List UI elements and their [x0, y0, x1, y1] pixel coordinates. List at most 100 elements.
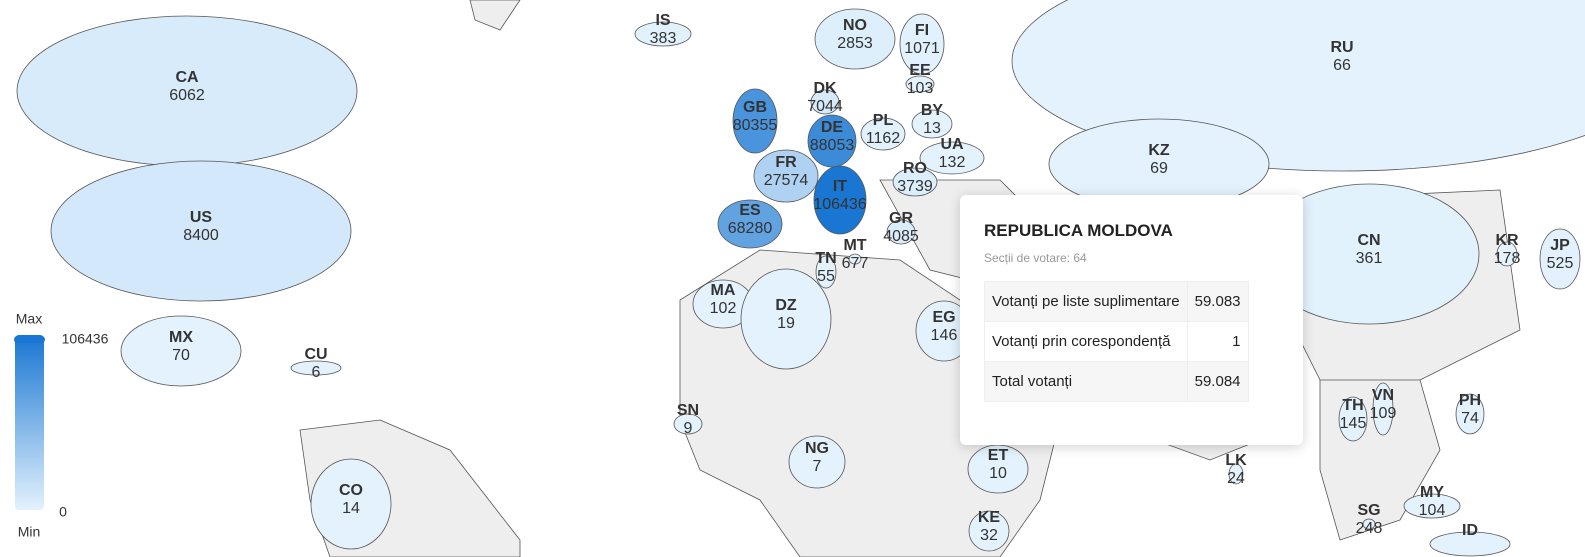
country-shape — [815, 255, 837, 289]
country-code: RO — [903, 160, 927, 177]
country-shape — [968, 510, 1010, 552]
country-value: 109 — [1370, 405, 1397, 422]
country-value: 88053 — [810, 137, 855, 154]
country-shape — [120, 315, 242, 387]
country-code: CA — [175, 69, 199, 86]
country-shape — [899, 13, 945, 75]
country-shape — [892, 167, 938, 197]
country-code: DK — [813, 80, 837, 97]
country-shape — [1338, 396, 1368, 442]
country-shape — [673, 413, 703, 435]
country-code: MX — [169, 329, 193, 346]
country-shape — [919, 141, 985, 175]
row-value: 59.084 — [1186, 361, 1249, 402]
country-shape — [1362, 518, 1376, 530]
country-code: SN — [677, 402, 699, 419]
country-shape — [1429, 531, 1511, 557]
country-value: 69 — [1150, 160, 1168, 177]
country-code: TH — [1342, 397, 1363, 414]
country-shape — [788, 435, 846, 489]
country-value: 55 — [817, 268, 835, 285]
country-shape — [1496, 241, 1518, 267]
tooltip-subtitle: Secții de votare: 64 — [984, 251, 1087, 265]
country-value: 13 — [923, 120, 941, 137]
country-code: IS — [655, 12, 670, 29]
country-value: 106436 — [813, 196, 866, 213]
country-value: 146 — [931, 327, 958, 344]
country-shape — [814, 8, 896, 70]
country-code: LK — [1225, 452, 1247, 469]
row-value: 59.083 — [1186, 281, 1249, 322]
country-shape — [807, 114, 857, 168]
country-value: 70 — [172, 347, 190, 364]
country-shape — [848, 253, 862, 265]
country-value: 677 — [842, 255, 869, 272]
country-value: 178 — [1494, 250, 1521, 267]
country-code: US — [190, 209, 213, 226]
country-value: 145 — [1340, 415, 1367, 432]
legend-gradient — [15, 335, 44, 510]
country-value: 6062 — [169, 87, 205, 104]
country-code: MY — [1420, 484, 1444, 501]
country-shape — [967, 444, 1029, 494]
country-value: 361 — [1356, 250, 1383, 267]
row-label: Total votanți — [984, 361, 1188, 402]
country-value: 9 — [684, 420, 693, 437]
country-code: CO — [339, 482, 363, 499]
country-code: MA — [711, 282, 736, 299]
country-value: 3739 — [897, 178, 933, 195]
country-code: DZ — [775, 297, 797, 314]
country-value: 7044 — [807, 98, 843, 115]
country-shape — [753, 149, 819, 203]
tooltip: REPUBLICA MOLDOVA Secții de votare: 64 V… — [960, 195, 1303, 445]
country-value: 19 — [777, 315, 795, 332]
country-value: 10 — [989, 465, 1007, 482]
country-value: 6 — [312, 364, 321, 381]
country-value: 248 — [1356, 520, 1383, 537]
row-value: 1 — [1186, 321, 1249, 362]
legend-max-value: 106436 — [62, 331, 109, 347]
country-value: 66 — [1333, 57, 1351, 74]
country-shape — [1372, 382, 1394, 436]
country-code: PH — [1459, 392, 1481, 409]
country-shape — [905, 75, 935, 93]
country-shape — [810, 89, 840, 115]
country-value: 74 — [1461, 410, 1479, 427]
country-value: 24 — [1227, 470, 1245, 487]
country-code: FI — [915, 22, 929, 39]
legend-max-label: Max — [16, 311, 42, 327]
country-shape — [634, 21, 692, 47]
country-code: MT — [843, 237, 866, 254]
country-code: VN — [1372, 387, 1394, 404]
country-shape — [911, 109, 953, 139]
country-code: GB — [743, 99, 767, 116]
country-shape — [1539, 228, 1581, 290]
country-code: TN — [815, 250, 836, 267]
country-shape — [1403, 493, 1461, 519]
country-shape — [886, 219, 916, 245]
country-code: SG — [1357, 502, 1380, 519]
row-label: Votanți pe liste suplimentare — [984, 281, 1188, 322]
country-value: 1162 — [866, 130, 901, 147]
country-shape — [860, 117, 906, 151]
country-code: KR — [1495, 232, 1519, 249]
country-value: 103 — [907, 80, 934, 97]
country-code: EE — [909, 62, 931, 79]
country-value: 132 — [939, 154, 966, 171]
country-code: ET — [988, 447, 1009, 464]
legend-handle — [14, 336, 45, 343]
row-label: Votanți prin corespondență — [984, 321, 1188, 362]
country-value: 7 — [813, 458, 822, 475]
country-code: NG — [805, 440, 829, 457]
country-code: CU — [304, 346, 327, 363]
country-value: 2853 — [837, 35, 873, 52]
country-code: EG — [932, 309, 955, 326]
legend-min-label: Min — [18, 524, 41, 540]
country-shape — [732, 88, 778, 154]
country-shape — [740, 268, 832, 370]
country-shape — [310, 458, 392, 550]
country-code: JP — [1550, 237, 1570, 254]
country-code: KZ — [1148, 142, 1170, 159]
country-code: ES — [739, 202, 761, 219]
